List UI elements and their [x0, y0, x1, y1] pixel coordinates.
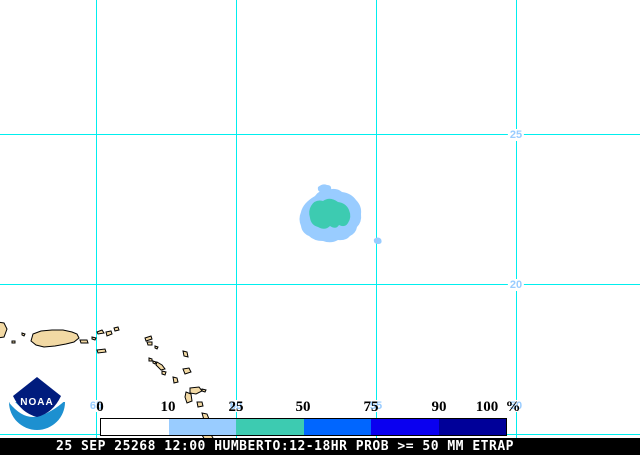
colorbar-segment-3: [303, 419, 371, 435]
gridline-longitude-55: [376, 0, 377, 455]
island-st-kitts: [155, 361, 166, 371]
island-st-croix: [96, 348, 107, 354]
gridline-longitude-60: [236, 0, 237, 455]
probability-colorbar: [100, 418, 507, 436]
colorbar-tick-10: 10: [160, 399, 176, 415]
gridline-longitude-50: [516, 0, 517, 455]
island-la-desirade: [201, 388, 207, 393]
caption-bar: 25 SEP 25268 12:00 HUMBERTO:12-18HR PROB…: [0, 438, 640, 455]
colorbar-tick-0: 0: [96, 399, 104, 415]
colorbar-segment-2: [236, 419, 304, 435]
gridline-longitude-65: [96, 0, 97, 455]
colorbar-tick-50: 50: [295, 399, 311, 415]
colorbar-tick-%: %: [505, 399, 521, 415]
island-hispaniola-tip: [0, 321, 8, 339]
island-st-eustatius: [152, 360, 157, 365]
longitude-label-60: 60: [228, 400, 244, 412]
longitude-label-55: 55: [368, 400, 384, 412]
island-st-barth: [154, 345, 159, 350]
caption-text: 25 SEP 25268 12:00 HUMBERTO:12-18HR PROB…: [56, 439, 514, 454]
colorbar-tick-100: 100: [475, 399, 499, 415]
prob-area-25pct-0: [309, 198, 351, 229]
latitude-label-20: 20: [507, 279, 525, 291]
island-barbuda: [182, 350, 189, 358]
island-desecheo: [21, 332, 26, 337]
latitude-label-25: 25: [507, 129, 525, 141]
island-nevis: [161, 370, 167, 376]
noaa-logo: NOAA: [8, 376, 66, 434]
island-anguilla: [144, 335, 153, 342]
island-puerto-rico: [30, 329, 80, 348]
colorbar-segment-5: [438, 419, 506, 435]
colorbar-tick-25: 25: [228, 399, 244, 415]
island-marie-galante: [196, 401, 204, 408]
longitude-label-50: 50: [508, 400, 524, 412]
noaa-logo-text: NOAA: [20, 397, 53, 408]
island-antigua: [182, 367, 192, 375]
island-culebra: [91, 336, 97, 341]
island-virgin-gorda: [113, 326, 120, 332]
colorbar-tick-75: 75: [363, 399, 379, 415]
prob-area-10pct-1: [317, 184, 332, 193]
island-basse-terre: [184, 391, 193, 404]
island-montserrat: [172, 376, 179, 384]
logo-kite-shape: [13, 377, 61, 417]
colorbar-segment-4: [371, 419, 439, 435]
colorbar-segment-1: [168, 419, 236, 435]
longitude-label-65: 65: [88, 400, 104, 412]
island-st-thomas: [96, 329, 105, 335]
island-saba: [148, 357, 153, 362]
prob-area-10pct-2: [373, 237, 382, 244]
gridline-latitude-20: [0, 284, 640, 285]
island-st-martin: [146, 341, 153, 346]
island-tortola: [105, 330, 113, 337]
colorbar-segment-0: [101, 419, 169, 435]
gridline-latitude-25: [0, 134, 640, 135]
island-grande-terre: [189, 386, 203, 395]
colorbar-tick-90: 90: [431, 399, 447, 415]
island-mona: [11, 340, 16, 344]
island-vieques: [79, 339, 89, 344]
